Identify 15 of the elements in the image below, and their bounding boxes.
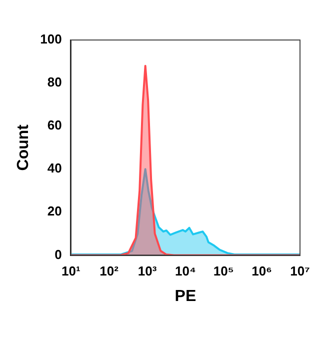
x-tick-label: 10⁶ — [252, 264, 272, 279]
y-tick-label: 60 — [47, 118, 62, 133]
y-tick-label: 100 — [40, 32, 62, 47]
x-tick-label: 10⁷ — [290, 264, 310, 279]
x-tick-label: 10¹ — [61, 264, 80, 279]
y-tick-label: 80 — [47, 74, 62, 90]
x-tick-label: 10⁴ — [175, 264, 196, 279]
x-tick-label: 10² — [100, 264, 120, 279]
x-tick-label: 10³ — [138, 264, 158, 279]
y-tick-label: 20 — [47, 204, 62, 219]
y-tick-label: 0 — [54, 246, 62, 262]
y-tick-label: 40 — [47, 160, 62, 176]
y-axis-title: Count — [15, 124, 32, 171]
x-axis-title: PE — [174, 288, 196, 305]
x-tick-label: 10⁵ — [213, 264, 234, 279]
